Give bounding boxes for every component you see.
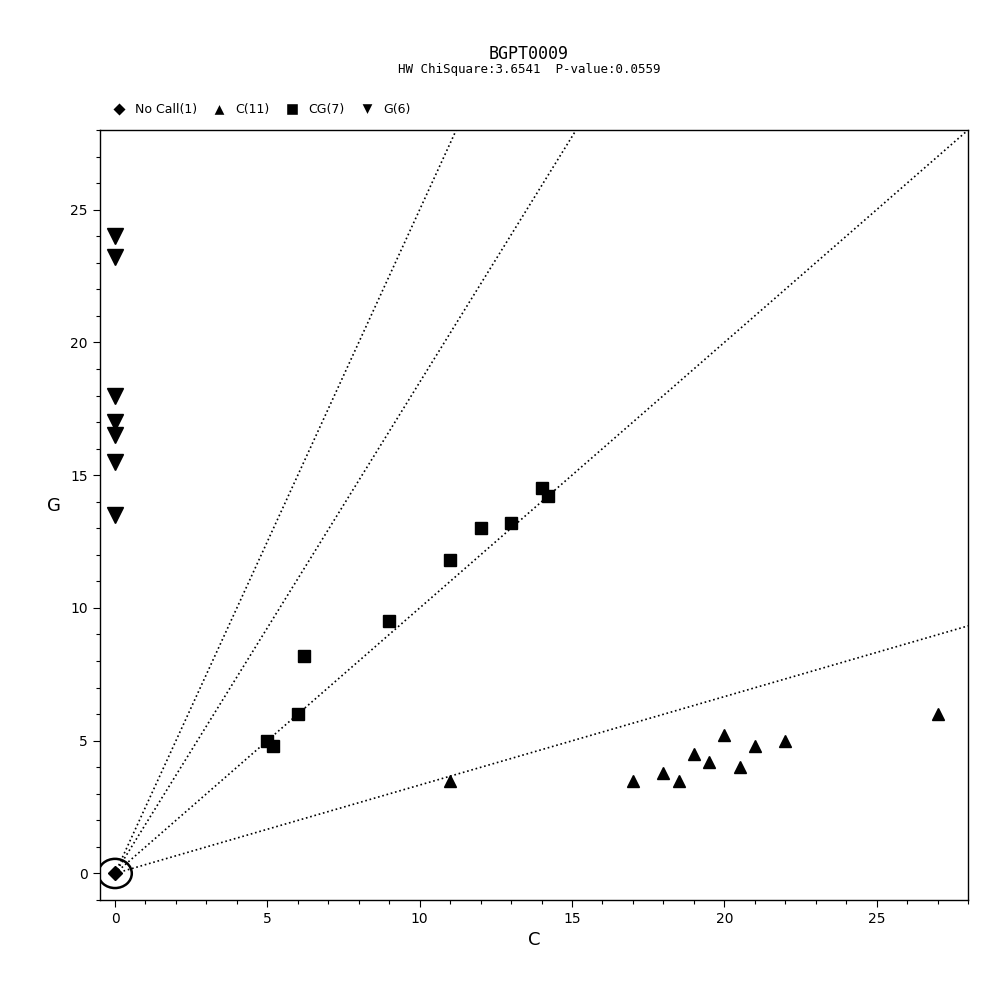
X-axis label: C: C — [528, 931, 540, 949]
Text: BGPT0009: BGPT0009 — [489, 45, 569, 63]
Legend: No Call(1), C(11), CG(7), G(6): No Call(1), C(11), CG(7), G(6) — [106, 103, 411, 116]
Text: HW ChiSquare:3.6541  P-value:0.0559: HW ChiSquare:3.6541 P-value:0.0559 — [397, 63, 661, 76]
Y-axis label: G: G — [47, 497, 61, 515]
